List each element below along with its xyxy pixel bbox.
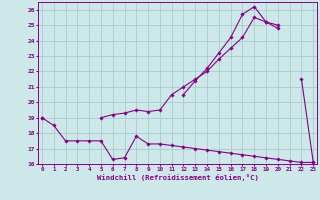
X-axis label: Windchill (Refroidissement éolien,°C): Windchill (Refroidissement éolien,°C) — [97, 174, 259, 181]
